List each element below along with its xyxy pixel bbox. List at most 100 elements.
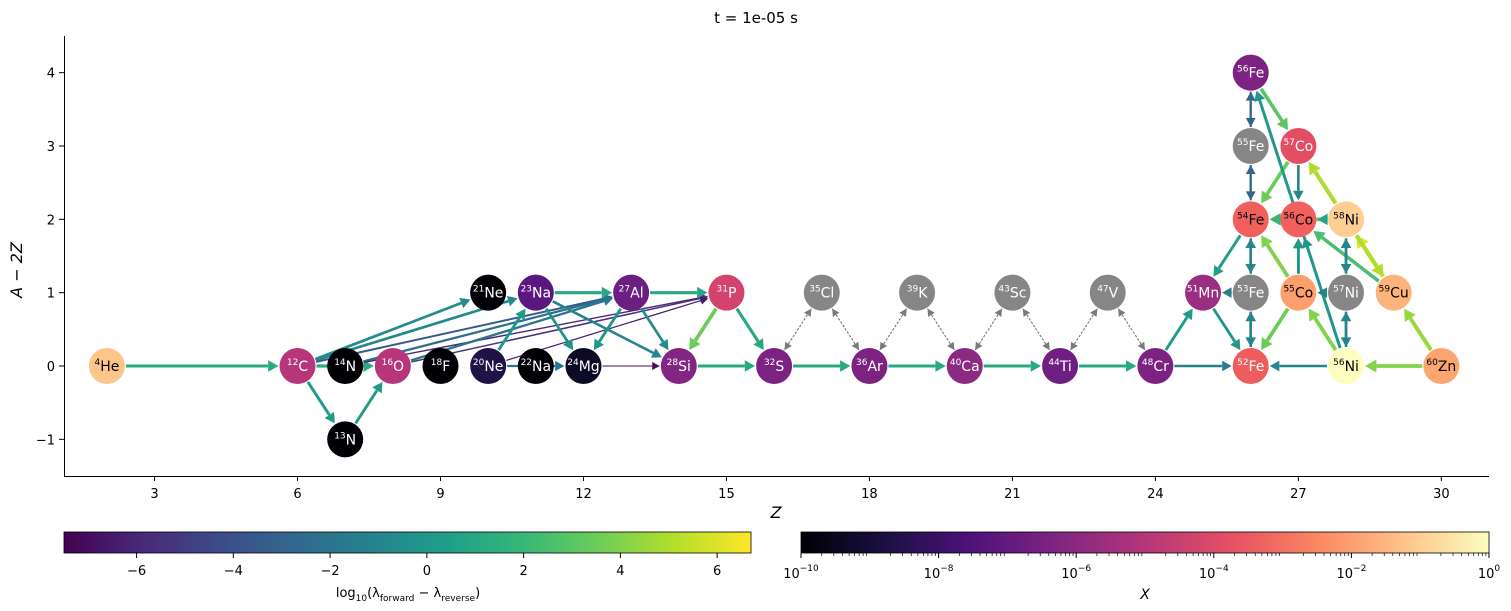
nuclide-f18: 18F (422, 348, 459, 384)
y-tick-label: 2 (47, 213, 55, 228)
nuclide-label: 55Fe (1237, 138, 1264, 155)
nuclide-label: 59Cu (1379, 285, 1409, 302)
rate-colorbar-ticks: −6 −4 −2 0 2 4 6 (127, 553, 721, 579)
abundance-colorbar-tick-label: 100 (1478, 564, 1501, 582)
abundance-colorbar-tick-label: 10−8 (924, 564, 954, 582)
abundance-colorbar-ticks: 10−10 10−8 10−6 10−4 10−2 100 (783, 553, 1500, 582)
reaction-arrow (1269, 360, 1328, 372)
nuclide-label: 55Co (1283, 285, 1313, 302)
nuclide-c12: 12C (279, 348, 316, 384)
nuclide-ne20: 20Ne (470, 348, 507, 384)
nuclide-label: 60Zn (1426, 358, 1456, 375)
reaction-edges (125, 87, 1433, 425)
nuclide-circle (851, 348, 888, 384)
nuclide-label: 23Na (521, 285, 552, 302)
abundance-colorbar-label: X (1139, 587, 1150, 603)
reaction-arrow (1174, 360, 1232, 372)
rate-colorbar-label: log10(λforward − λreverse) (336, 586, 480, 604)
rate-colorbar-tick-label: 4 (616, 564, 624, 579)
nuclide-mn51: 51Mn (1185, 274, 1222, 311)
nuclide-s32: 32S (756, 348, 793, 384)
nuclide-label: 28Si (667, 358, 691, 375)
reaction-arrow (1245, 91, 1256, 127)
y-tick-label: 1 (47, 287, 55, 302)
x-ticks: 3 6 9 12 15 18 21 24 27 30 (150, 476, 1450, 502)
nuclide-circle (517, 274, 554, 311)
nuclide-circle (1185, 274, 1222, 311)
reaction-arrow (1302, 237, 1342, 349)
nuclide-si28: 28Si (660, 348, 697, 384)
nuclide-co57: 57Co (1280, 128, 1317, 164)
nuclide-n14: 14N (327, 348, 364, 384)
x-tick-label: 15 (718, 487, 735, 502)
weak-arrow (832, 308, 860, 351)
nuclide-ne21: 21Ne (470, 274, 507, 311)
weak-arrow (879, 308, 908, 351)
nuclide-label: 35Cl (809, 285, 834, 302)
reaction-arrow (697, 360, 756, 372)
weak-arrow (927, 308, 955, 351)
rate-colorbar-tick-label: 6 (713, 564, 721, 579)
nuclide-circle (994, 274, 1031, 311)
nuclide-label: 48Cr (1142, 358, 1169, 375)
nuclide-fe56: 56Fe (1232, 54, 1269, 91)
reaction-arrow (1245, 311, 1257, 347)
reaction-arrow (650, 286, 708, 299)
nuclide-circle (1280, 274, 1317, 311)
reaction-arrow (1164, 308, 1193, 351)
nuclide-label: 36Ar (856, 358, 883, 375)
nuclide-circle (1232, 128, 1269, 164)
nuclide-circle (1375, 274, 1412, 311)
nuclide-label: 56Ni (1333, 358, 1359, 375)
nuclide-ni56: 56Ni (1328, 348, 1365, 384)
nuclide-na23: 23Na (517, 274, 554, 311)
nuclide-circle (1232, 54, 1269, 91)
nuclide-circle (1423, 348, 1460, 384)
nuclide-label: 51Mn (1187, 285, 1219, 302)
reaction-arrow (1269, 213, 1281, 226)
chart-title: t = 1e-05 s (714, 9, 798, 27)
reaction-arrow (1354, 234, 1384, 277)
nuclide-ni58: 58Ni (1328, 201, 1365, 238)
abundance-colorbar-tick-label: 10−10 (783, 564, 819, 582)
reaction-arrow (545, 307, 574, 351)
abundance-colorbar: 10−10 10−8 10−6 10−4 10−2 100 X (783, 531, 1500, 603)
weak-arrow (1070, 308, 1098, 351)
nuclide-fe52: 52Fe (1232, 348, 1269, 384)
reaction-arrow (602, 361, 660, 371)
nuclide-label: 22Na (521, 358, 552, 375)
nuclide-label: 12C (287, 358, 308, 375)
reaction-arrow (640, 307, 669, 351)
nuclide-circle (1137, 348, 1174, 384)
nuclide-circle (422, 348, 459, 384)
reaction-arrow (1404, 308, 1433, 352)
reaction-arrow (1317, 287, 1328, 299)
nuclide-fe55: 55Fe (1232, 128, 1269, 164)
reaction-arrow (1261, 160, 1290, 204)
reaction-arrow (1340, 311, 1352, 347)
weak-arrow (784, 308, 812, 351)
abundance-colorbar-tick-label: 10−6 (1061, 564, 1091, 582)
abundance-colorbar-tick-label: 10−4 (1199, 564, 1229, 582)
nuclide-circle (708, 274, 745, 311)
x-tick-label: 24 (1147, 487, 1164, 502)
nuclide-label: 14N (334, 358, 356, 375)
nuclide-label: 24Mg (567, 358, 599, 375)
nuclide-label: 57Co (1283, 138, 1313, 155)
nuclide-ca40: 40Ca (946, 348, 983, 384)
nuclide-al27: 27Al (613, 274, 650, 311)
nuclide-k39: 39K (899, 274, 936, 311)
x-tick-label: 9 (436, 487, 444, 502)
reaction-arrow (1222, 287, 1232, 298)
reaction-arrow (593, 307, 622, 351)
reaction-arrow (1365, 359, 1423, 373)
nuclide-label: 53Fe (1237, 285, 1264, 302)
nuclide-label: 31P (717, 285, 737, 302)
x-tick-label: 12 (575, 487, 592, 502)
nuclide-label: 56Fe (1237, 65, 1264, 82)
nuclide-ni57: 57Ni (1328, 274, 1365, 311)
nuclide-cr48: 48Cr (1137, 348, 1174, 384)
x-tick-label: 3 (150, 487, 158, 502)
